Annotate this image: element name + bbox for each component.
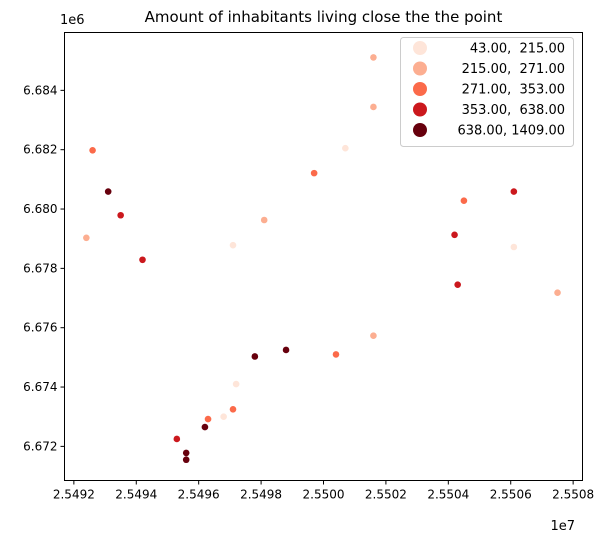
- data-point: [182, 456, 190, 464]
- legend-marker: [413, 41, 427, 55]
- data-point: [454, 281, 461, 288]
- legend-label: 353.00, 638.00: [462, 103, 565, 118]
- plot-frame: [64, 32, 583, 481]
- data-point: [332, 351, 340, 358]
- data-point: [89, 146, 96, 154]
- data-point: [370, 54, 377, 61]
- data-point: [251, 353, 259, 360]
- data-point: [201, 423, 209, 431]
- x-offset-label: 1e7: [550, 519, 575, 534]
- legend-label: 43.00, 215.00: [466, 42, 565, 57]
- y-tick-label: 6.674: [23, 380, 57, 394]
- x-tick-label: 2.5500: [303, 488, 345, 502]
- legend-marker: [413, 123, 427, 137]
- data-point: [182, 449, 190, 457]
- data-point: [451, 231, 458, 239]
- legend-marker: [413, 102, 427, 117]
- data-point: [139, 256, 146, 264]
- legend-box: [400, 37, 574, 147]
- data-point: [260, 216, 268, 224]
- x-tick-label: 2.5494: [115, 488, 157, 502]
- data-point: [117, 211, 124, 219]
- y-tick-label: 6.678: [23, 261, 57, 275]
- y-tick-label: 6.676: [23, 321, 57, 335]
- legend-label: 271.00, 353.00: [462, 83, 565, 98]
- data-point: [220, 413, 227, 421]
- x-tick-label: 2.5506: [490, 488, 532, 502]
- data-point: [370, 103, 377, 111]
- data-point: [510, 243, 518, 251]
- data-point: [554, 289, 561, 296]
- x-tick-label: 2.5508: [552, 488, 594, 502]
- legend: 43.00, 215.00 215.00, 271.00 271.00, 353.0…: [400, 37, 574, 147]
- data-point: [229, 405, 237, 413]
- x-tick-label: 2.5502: [365, 488, 407, 502]
- y-offset-label: 1e6: [60, 13, 85, 28]
- data-points: [83, 54, 561, 464]
- x-tick-label: 2.5504: [427, 488, 469, 502]
- data-point: [510, 188, 518, 195]
- data-point: [83, 234, 90, 242]
- x-tick-label: 2.5496: [178, 488, 220, 502]
- data-point: [342, 144, 349, 152]
- x-tick-label: 2.5492: [53, 488, 95, 502]
- data-point: [310, 169, 318, 177]
- data-point: [104, 188, 112, 195]
- chart-title: Amount of inhabitants living close the t…: [145, 8, 503, 26]
- y-tick-label: 6.684: [23, 83, 57, 97]
- data-point: [232, 380, 240, 388]
- y-tick-label: 6.672: [23, 439, 57, 453]
- legend-marker: [413, 82, 427, 96]
- data-point: [282, 346, 290, 354]
- legend-label: 215.00, 271.00: [462, 62, 565, 77]
- x-tick-label: 2.5498: [240, 488, 282, 502]
- data-point: [204, 415, 212, 423]
- data-point: [460, 197, 468, 205]
- y-tick-label: 6.682: [23, 143, 57, 157]
- axes: 2.5492 2.5494 2.5496 2.5498 2.5500 2.5502 2.55…: [23, 83, 594, 501]
- y-tick-label: 6.680: [23, 202, 57, 216]
- data-point: [173, 435, 181, 443]
- data-point: [229, 241, 237, 249]
- legend-marker: [413, 61, 427, 76]
- legend-label: 638.00, 1409.00: [457, 124, 565, 139]
- data-point: [370, 332, 377, 340]
